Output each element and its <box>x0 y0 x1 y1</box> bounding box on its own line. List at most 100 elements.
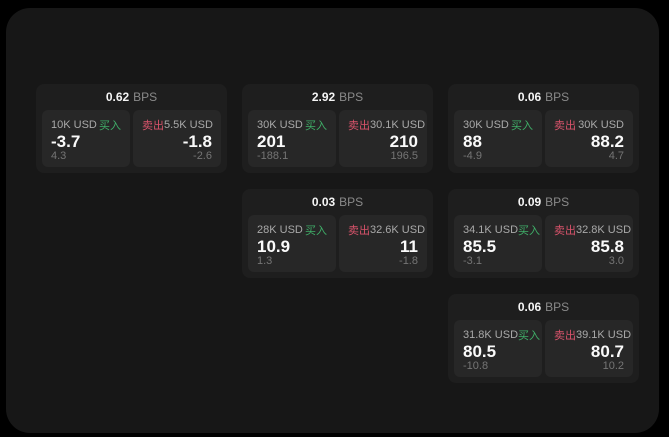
sell-quote-tile[interactable]: 卖出 32.8K USD 85.8 3.0 <box>545 215 633 272</box>
buy-price: 10.9 <box>257 237 291 256</box>
quote-card: 0.09 BPS 34.1K USD 买入 85.5 -3.1 卖出 32.8K… <box>448 189 639 278</box>
sell-tile-top: 卖出 32.6K USD <box>348 222 425 238</box>
sell-quote-tile[interactable]: 卖出 39.1K USD 80.7 10.2 <box>545 320 633 377</box>
bps-unit-label: BPS <box>339 90 364 104</box>
sell-tile-top: 卖出 32.8K USD <box>554 222 631 238</box>
bps-unit-label: BPS <box>545 90 570 104</box>
buy-amount: 10K USD <box>51 119 97 131</box>
bps-unit-label: BPS <box>133 90 158 104</box>
bps-value: 0.06 <box>517 90 542 104</box>
quote-card: 0.62 BPS 10K USD 买入 -3.7 4.3 卖出 5.5K USD… <box>36 84 227 173</box>
sell-quote-tile[interactable]: 卖出 32.6K USD 11 -1.8 <box>339 215 427 272</box>
buy-price: 88 <box>463 132 482 151</box>
sell-quote-tile[interactable]: 卖出 5.5K USD -1.8 -2.6 <box>133 110 221 167</box>
buy-delta: -10.8 <box>463 360 489 372</box>
buy-delta: 1.3 <box>257 255 273 267</box>
sell-delta: -2.6 <box>193 150 212 162</box>
sell-price: -1.8 <box>182 132 212 151</box>
sell-quote-tile[interactable]: 卖出 30.1K USD 210 196.5 <box>339 110 427 167</box>
sell-label: 卖出 <box>554 225 576 237</box>
buy-tile-top: 34.1K USD 买入 <box>463 222 540 238</box>
buy-delta: -3.1 <box>463 255 482 267</box>
buy-label: 买入 <box>305 225 327 237</box>
sell-label: 卖出 <box>348 120 370 132</box>
buy-label: 买入 <box>518 330 541 342</box>
buy-delta: -4.9 <box>463 150 482 162</box>
buy-label: 买入 <box>305 120 327 132</box>
bps-header: 0.03 BPS <box>242 189 433 215</box>
quote-card: 0.03 BPS 28K USD 买入 10.9 1.3 卖出 32.6K US… <box>242 189 433 278</box>
sell-tile-top: 卖出 5.5K USD <box>142 117 213 133</box>
sell-delta: 10.2 <box>602 360 624 372</box>
bps-value: 0.06 <box>517 300 542 314</box>
sell-label: 卖出 <box>554 330 576 342</box>
sell-delta: 3.0 <box>608 255 624 267</box>
buy-price: 80.5 <box>463 342 497 361</box>
quote-card: 0.06 BPS 31.8K USD 买入 80.5 -10.8 卖出 39.1… <box>448 294 639 383</box>
buy-price: 85.5 <box>463 237 497 256</box>
sell-amount: 30.1K USD <box>370 119 426 131</box>
buy-label: 买入 <box>99 120 121 132</box>
buy-amount: 34.1K USD <box>463 224 519 236</box>
bps-header: 0.06 BPS <box>448 294 639 320</box>
sell-amount: 32.6K USD <box>370 224 426 236</box>
bps-unit-label: BPS <box>339 195 364 209</box>
quote-card-body: 30K USD 买入 88 -4.9 卖出 30K USD 88.2 4.7 <box>454 110 633 167</box>
sell-price: 210 <box>389 132 418 151</box>
quote-card: 2.92 BPS 30K USD 买入 201 -188.1 卖出 30.1K … <box>242 84 433 173</box>
bps-header: 0.62 BPS <box>36 84 227 110</box>
bps-header: 0.06 BPS <box>448 84 639 110</box>
buy-quote-tile[interactable]: 10K USD 买入 -3.7 4.3 <box>42 110 130 167</box>
buy-tile-top: 31.8K USD 买入 <box>463 327 540 343</box>
buy-tile-top: 30K USD 买入 <box>257 117 327 133</box>
sell-price: 88.2 <box>590 132 624 151</box>
sell-tile-top: 卖出 30.1K USD <box>348 117 425 133</box>
sell-delta: 196.5 <box>390 150 418 162</box>
sell-quote-tile[interactable]: 卖出 30K USD 88.2 4.7 <box>545 110 633 167</box>
buy-price: 201 <box>257 132 286 151</box>
bps-value: 0.62 <box>105 90 130 104</box>
buy-tile-top: 10K USD 买入 <box>51 117 121 133</box>
buy-tile-top: 28K USD 买入 <box>257 222 327 238</box>
bps-value: 2.92 <box>311 90 336 104</box>
sell-label: 卖出 <box>348 225 370 237</box>
quote-board-panel: 0.62 BPS 10K USD 买入 -3.7 4.3 卖出 5.5K USD… <box>6 8 659 433</box>
buy-amount: 30K USD <box>463 119 509 131</box>
buy-quote-tile[interactable]: 31.8K USD 买入 80.5 -10.8 <box>454 320 542 377</box>
buy-quote-tile[interactable]: 28K USD 买入 10.9 1.3 <box>248 215 336 272</box>
quote-card-body: 30K USD 买入 201 -188.1 卖出 30.1K USD 210 1… <box>248 110 427 167</box>
buy-quote-tile[interactable]: 30K USD 买入 88 -4.9 <box>454 110 542 167</box>
buy-delta: 4.3 <box>51 150 67 162</box>
sell-amount: 32.8K USD <box>576 224 632 236</box>
bps-header: 2.92 BPS <box>242 84 433 110</box>
sell-amount: 5.5K USD <box>164 119 213 131</box>
sell-amount: 30K USD <box>578 119 624 131</box>
buy-quote-tile[interactable]: 34.1K USD 买入 85.5 -3.1 <box>454 215 542 272</box>
bps-unit-label: BPS <box>545 195 570 209</box>
buy-delta: -188.1 <box>257 150 289 162</box>
sell-tile-top: 卖出 39.1K USD <box>554 327 631 343</box>
sell-tile-top: 卖出 30K USD <box>554 117 624 133</box>
sell-amount: 39.1K USD <box>576 329 632 341</box>
buy-amount: 28K USD <box>257 224 303 236</box>
quote-card: 0.06 BPS 30K USD 买入 88 -4.9 卖出 30K USD 8… <box>448 84 639 173</box>
quote-card-body: 34.1K USD 买入 85.5 -3.1 卖出 32.8K USD 85.8… <box>454 215 633 272</box>
sell-delta: -1.8 <box>399 255 418 267</box>
bps-value: 0.03 <box>311 195 336 209</box>
buy-amount: 30K USD <box>257 119 303 131</box>
quote-card-body: 31.8K USD 买入 80.5 -10.8 卖出 39.1K USD 80.… <box>454 320 633 377</box>
buy-amount: 31.8K USD <box>463 329 519 341</box>
sell-delta: 4.7 <box>608 150 624 162</box>
buy-price: -3.7 <box>51 132 81 151</box>
bps-unit-label: BPS <box>545 300 570 314</box>
sell-price: 85.8 <box>590 237 624 256</box>
buy-tile-top: 30K USD 买入 <box>463 117 533 133</box>
bps-value: 0.09 <box>517 195 542 209</box>
sell-label: 卖出 <box>142 120 164 132</box>
bps-header: 0.09 BPS <box>448 189 639 215</box>
quote-card-body: 28K USD 买入 10.9 1.3 卖出 32.6K USD 11 -1.8 <box>248 215 427 272</box>
buy-quote-tile[interactable]: 30K USD 买入 201 -188.1 <box>248 110 336 167</box>
quote-card-body: 10K USD 买入 -3.7 4.3 卖出 5.5K USD -1.8 -2.… <box>42 110 221 167</box>
sell-price: 11 <box>400 237 418 256</box>
sell-price: 80.7 <box>590 342 624 361</box>
